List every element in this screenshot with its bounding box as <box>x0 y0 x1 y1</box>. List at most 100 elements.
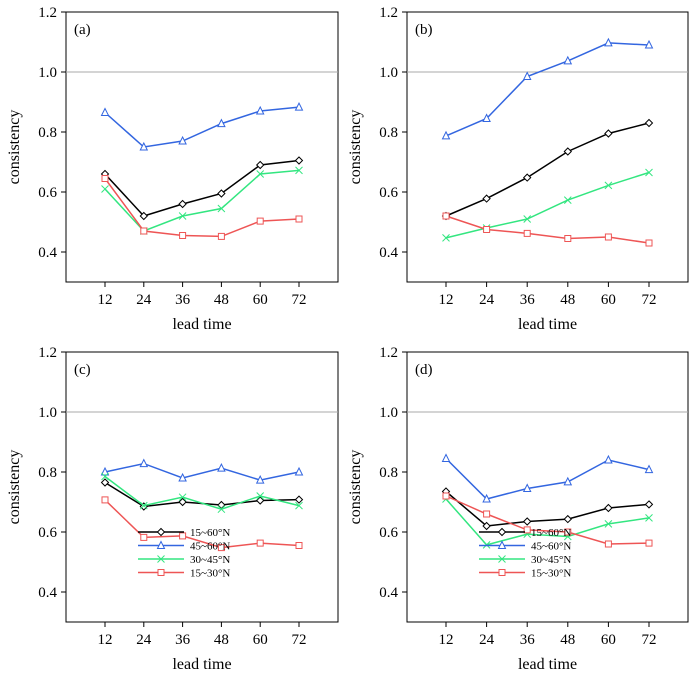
series-line-0 <box>445 122 650 217</box>
plot-frame <box>406 11 689 283</box>
legend-label-0: 15~60°N <box>190 527 230 539</box>
y-axis-title: consistency <box>347 110 364 185</box>
y-tick-label: 1.2 <box>38 345 57 361</box>
data-point-series-0 <box>604 503 613 513</box>
data-point-series-1 <box>294 101 304 111</box>
y-tick-label: 0.8 <box>379 125 398 141</box>
data-point-series-0 <box>644 118 654 128</box>
y-tick-label: 1.0 <box>379 405 398 421</box>
data-point-series-2-stroke-2 <box>256 492 265 500</box>
y-tick-label: 0.6 <box>38 525 57 541</box>
series-line-1 <box>104 106 300 148</box>
panel-label: (d) <box>415 362 433 378</box>
data-point-series-2 <box>645 514 653 522</box>
data-point-series-3 <box>564 235 572 242</box>
legend-marker-0 <box>497 527 507 537</box>
data-point-series-1 <box>563 476 573 486</box>
data-point-series-0 <box>563 147 573 156</box>
data-point-series-3 <box>523 229 531 237</box>
x-tick-label: 12 <box>98 632 113 648</box>
data-point-series-2 <box>178 212 187 220</box>
y-tick-label: 1.0 <box>38 405 57 421</box>
data-point-series-3 <box>217 232 225 240</box>
data-point-series-2-stroke-2 <box>604 181 613 190</box>
series-line-3 <box>104 178 300 238</box>
data-point-series-0 <box>604 129 613 138</box>
data-point-series-3 <box>483 226 491 233</box>
y-tick-label: 1.0 <box>38 65 57 81</box>
data-point-series-0 <box>178 497 187 507</box>
y-axis-title: consistency <box>6 110 23 185</box>
series-line-0 <box>104 159 300 217</box>
legend-marker-2 <box>157 555 165 563</box>
data-point-series-2-stroke-2 <box>101 185 109 193</box>
data-point-series-3 <box>140 533 148 541</box>
data-point-series-0 <box>294 156 304 165</box>
data-point-series-1 <box>644 39 654 49</box>
legend: 15~60°N 45~60°N30~45°N 15~30°N <box>479 527 571 580</box>
data-point-series-2 <box>604 520 613 528</box>
data-point-series-3 <box>101 175 109 182</box>
x-tick-label: 48 <box>214 292 229 308</box>
y-tick-label: 0.8 <box>38 465 57 481</box>
y-tick-label: 0.6 <box>379 185 398 201</box>
series-line-3 <box>445 215 650 244</box>
data-point-series-2-stroke-2 <box>645 514 653 522</box>
data-point-series-2 <box>645 168 653 177</box>
data-point-series-3 <box>442 212 450 220</box>
y-tick-label: 0.4 <box>379 585 398 601</box>
data-point-series-0 <box>294 495 304 504</box>
data-point-series-1 <box>294 466 304 476</box>
data-point-series-2 <box>139 501 148 510</box>
data-point-series-2-stroke-2 <box>101 472 109 481</box>
data-point-series-1 <box>139 458 149 468</box>
data-point-series-3 <box>604 233 612 241</box>
y-tick-label: 1.2 <box>379 345 398 361</box>
data-point-series-3 <box>179 532 187 540</box>
y-axis-title: consistency <box>347 450 364 525</box>
data-point-series-0 <box>482 194 491 203</box>
data-point-series-2-stroke-2 <box>645 168 653 177</box>
data-point-series-3 <box>564 528 572 536</box>
legend-marker-3 <box>157 569 165 576</box>
data-point-series-2 <box>295 166 303 175</box>
data-point-series-1 <box>255 474 265 484</box>
legend-marker-2-stroke-2 <box>157 555 165 563</box>
data-point-series-1 <box>100 107 110 116</box>
data-point-series-2-stroke-2 <box>256 170 265 178</box>
data-point-series-2 <box>604 181 613 190</box>
series-line-3 <box>445 495 650 545</box>
y-tick-label: 1.0 <box>379 65 398 81</box>
data-point-series-1 <box>178 135 187 145</box>
x-tick-label: 60 <box>601 292 616 308</box>
chart-panel-2: 0.4 0.6 0.8 1.0 1.2 12 24 36 48 60 72 lead time cons… <box>6 345 339 673</box>
data-point-series-3 <box>179 232 187 239</box>
legend-label-2: 30~45°N <box>531 554 571 566</box>
data-point-series-2-stroke-2 <box>442 234 450 242</box>
data-point-series-0 <box>139 211 149 221</box>
data-point-series-0 <box>255 160 265 170</box>
series-line-1 <box>104 462 300 481</box>
x-tick-label: 36 <box>520 632 536 648</box>
data-point-series-1 <box>604 37 613 47</box>
data-point-series-0 <box>522 517 532 526</box>
data-point-series-0 <box>100 478 110 487</box>
data-point-series-2 <box>101 472 109 481</box>
y-tick-label: 0.8 <box>379 465 398 481</box>
data-point-series-3 <box>442 492 450 500</box>
x-tick-label: 24 <box>136 292 152 308</box>
x-tick-label: 60 <box>253 292 268 308</box>
plot-frame <box>406 351 689 623</box>
y-tick-label: 0.4 <box>38 245 57 261</box>
data-point-series-2 <box>295 501 303 510</box>
data-point-series-3 <box>256 539 264 547</box>
chart-panel-1: 0.4 0.6 0.8 1.0 1.2 12 24 36 48 60 72 lead time cons… <box>347 5 689 333</box>
x-tick-label: 60 <box>601 632 616 648</box>
data-point-series-0 <box>522 173 532 182</box>
x-axis-title: lead time <box>518 316 577 333</box>
data-point-series-2-stroke-2 <box>217 204 226 213</box>
y-axis-title: consistency <box>6 450 23 525</box>
series-line-1 <box>445 42 650 137</box>
x-tick-label: 24 <box>479 632 495 648</box>
panel-label: (b) <box>415 22 433 38</box>
